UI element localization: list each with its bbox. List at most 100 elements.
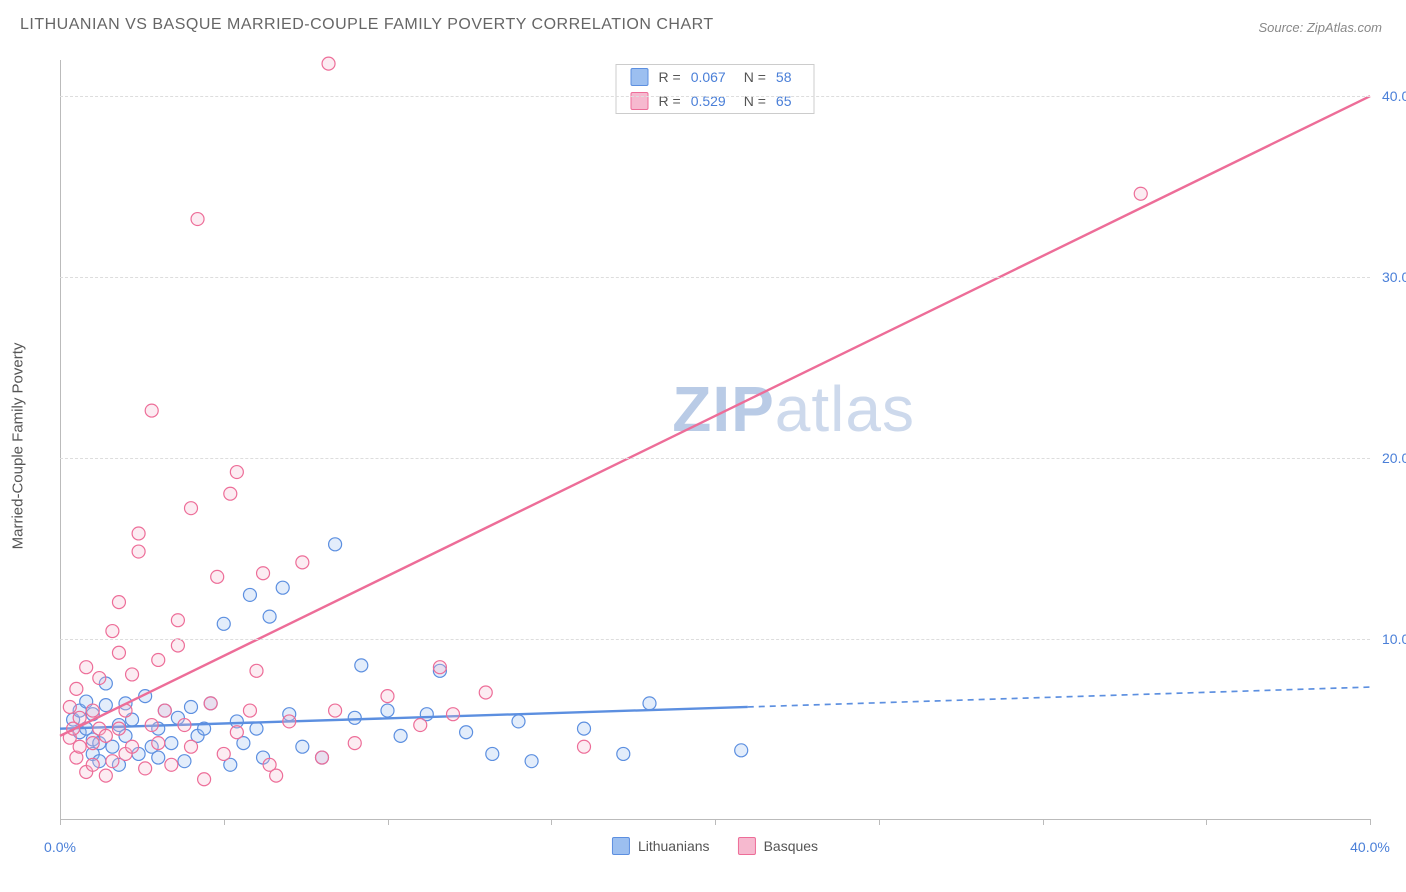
data-point — [263, 610, 276, 623]
data-point — [355, 659, 368, 672]
data-point — [126, 740, 139, 753]
data-point — [70, 682, 83, 695]
data-point — [185, 740, 198, 753]
data-point — [198, 773, 211, 786]
x-tick-label: 0.0% — [44, 839, 76, 855]
data-point — [73, 740, 86, 753]
chart-container: LITHUANIAN VS BASQUE MARRIED-COUPLE FAMI… — [0, 0, 1406, 892]
data-point — [381, 704, 394, 717]
legend-series: Lithuanians Basques — [612, 837, 818, 855]
data-point — [486, 747, 499, 760]
data-point — [86, 704, 99, 717]
data-point — [145, 404, 158, 417]
data-point — [99, 699, 112, 712]
data-point — [106, 625, 119, 638]
data-point — [185, 502, 198, 515]
data-point — [86, 758, 99, 771]
data-point — [99, 769, 112, 782]
data-point — [217, 747, 230, 760]
data-point — [126, 668, 139, 681]
data-point — [217, 617, 230, 630]
legend-swatch — [612, 837, 630, 855]
data-point — [257, 567, 270, 580]
data-point — [643, 697, 656, 710]
data-point — [178, 755, 191, 768]
chart-title: LITHUANIAN VS BASQUE MARRIED-COUPLE FAMI… — [20, 16, 714, 34]
data-point — [617, 747, 630, 760]
legend-label: Basques — [764, 838, 818, 854]
data-point — [152, 653, 165, 666]
data-point — [322, 57, 335, 70]
data-point — [1134, 187, 1147, 200]
data-point — [112, 596, 125, 609]
data-point — [329, 704, 342, 717]
x-tick-mark — [1043, 819, 1044, 825]
x-tick-mark — [879, 819, 880, 825]
data-point — [171, 614, 184, 627]
data-point — [250, 664, 263, 677]
legend-item: Basques — [738, 837, 818, 855]
data-point — [250, 722, 263, 735]
legend-label: Lithuanians — [638, 838, 710, 854]
data-point — [139, 762, 152, 775]
data-point — [178, 719, 191, 732]
data-point — [316, 751, 329, 764]
data-point — [86, 737, 99, 750]
data-point — [578, 722, 591, 735]
data-point — [512, 715, 525, 728]
x-tick-mark — [551, 819, 552, 825]
data-point — [152, 751, 165, 764]
data-point — [414, 719, 427, 732]
data-point — [224, 487, 237, 500]
gridline — [60, 639, 1370, 640]
x-tick-mark — [388, 819, 389, 825]
plot-svg — [60, 60, 1370, 819]
data-point — [283, 715, 296, 728]
data-point — [165, 737, 178, 750]
data-point — [348, 737, 361, 750]
source-label: Source: ZipAtlas.com — [1258, 20, 1382, 35]
data-point — [112, 722, 125, 735]
x-tick-mark — [1206, 819, 1207, 825]
data-point — [230, 726, 243, 739]
data-point — [460, 726, 473, 739]
data-point — [63, 700, 76, 713]
data-point — [152, 737, 165, 750]
data-point — [165, 758, 178, 771]
trend-line-dashed — [748, 687, 1370, 707]
y-tick-label: 30.0% — [1374, 269, 1406, 285]
gridline — [60, 458, 1370, 459]
data-point — [447, 708, 460, 721]
data-point — [204, 697, 217, 710]
data-point — [80, 661, 93, 674]
plot-area: ZIPatlas R =0.067N =58R =0.529N =65 Lith… — [60, 60, 1370, 820]
data-point — [243, 588, 256, 601]
data-point — [191, 213, 204, 226]
data-point — [433, 661, 446, 674]
data-point — [132, 527, 145, 540]
x-tick-mark — [1370, 819, 1371, 825]
data-point — [211, 570, 224, 583]
data-point — [578, 740, 591, 753]
y-tick-label: 40.0% — [1374, 88, 1406, 104]
data-point — [479, 686, 492, 699]
data-point — [296, 556, 309, 569]
data-point — [394, 729, 407, 742]
data-point — [73, 711, 86, 724]
data-point — [185, 700, 198, 713]
data-point — [112, 646, 125, 659]
data-point — [525, 755, 538, 768]
data-point — [171, 639, 184, 652]
data-point — [93, 672, 106, 685]
x-tick-label: 40.0% — [1350, 839, 1390, 855]
data-point — [145, 719, 158, 732]
data-point — [158, 704, 171, 717]
data-point — [230, 466, 243, 479]
data-point — [348, 711, 361, 724]
data-point — [243, 704, 256, 717]
data-point — [270, 769, 283, 782]
data-point — [276, 581, 289, 594]
data-point — [329, 538, 342, 551]
data-point — [381, 690, 394, 703]
data-point — [106, 755, 119, 768]
